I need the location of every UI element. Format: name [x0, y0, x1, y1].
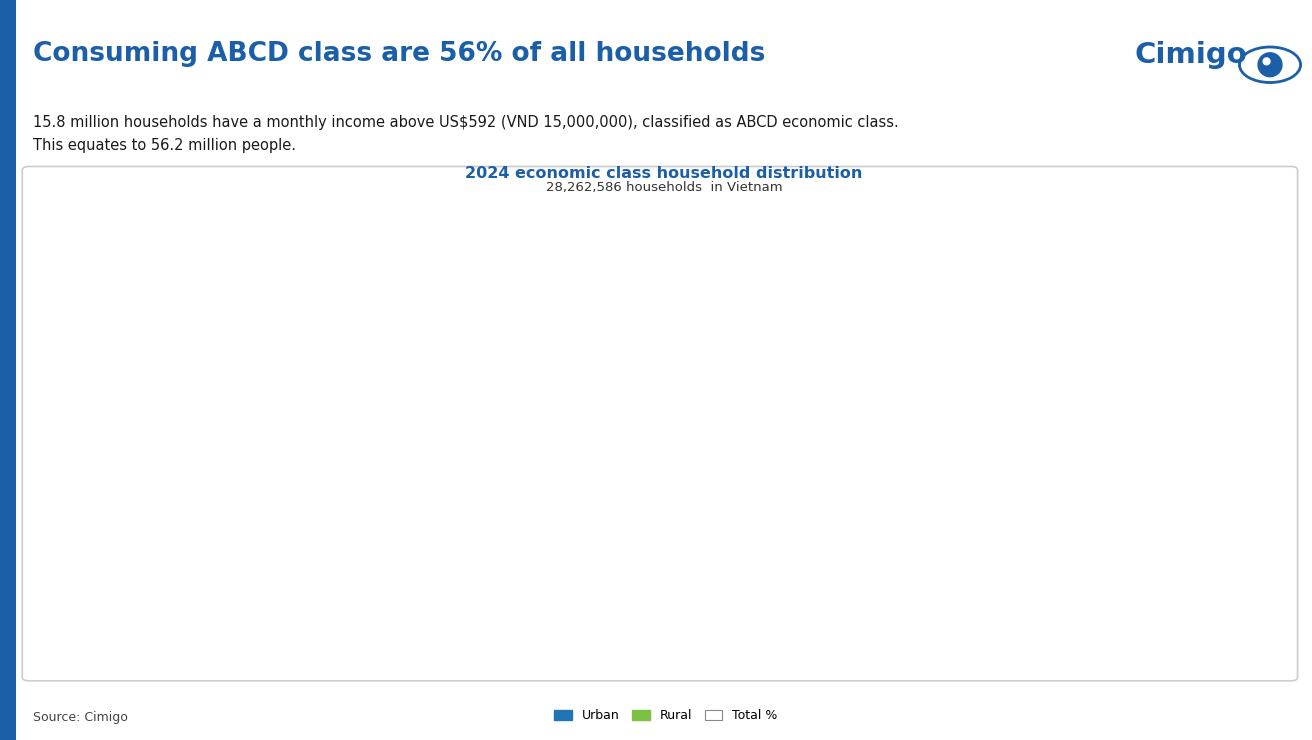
Text: 4%: 4% — [378, 532, 405, 548]
Text: 577,615: 577,615 — [369, 591, 416, 602]
Bar — [161, 576, 257, 582]
Bar — [345, 552, 440, 582]
Ellipse shape — [1241, 49, 1299, 81]
Text: 28,262,586 households  in Vietnam: 28,262,586 households in Vietnam — [546, 181, 782, 194]
Bar — [345, 582, 440, 610]
Circle shape — [1263, 58, 1270, 64]
Bar — [710, 491, 804, 610]
Bar — [710, 243, 804, 491]
Text: 2024 economic class household distribution: 2024 economic class household distributi… — [466, 166, 862, 181]
Text: Cimigo: Cimigo — [1135, 41, 1248, 69]
Text: 3,868,709: 3,868,709 — [911, 422, 970, 432]
Text: 27%: 27% — [739, 223, 777, 238]
Text: 3%: 3% — [195, 556, 223, 571]
Text: 627,859: 627,859 — [369, 562, 416, 573]
Text: 22%: 22% — [555, 287, 593, 303]
Text: 586,501: 586,501 — [185, 591, 234, 602]
Bar — [1075, 481, 1170, 610]
Bar — [527, 468, 622, 610]
Bar — [892, 520, 987, 610]
Text: 1,861,696: 1,861,696 — [911, 560, 970, 571]
Text: 20%: 20% — [921, 314, 959, 329]
Text: 2,936,948: 2,936,948 — [546, 534, 604, 545]
Text: 2,463,748: 2,463,748 — [728, 546, 787, 556]
Text: 3,341,719: 3,341,719 — [544, 383, 604, 393]
Text: 5,142,953: 5,142,953 — [728, 362, 786, 372]
Bar — [892, 334, 987, 520]
Text: Consuming ABCD class are 56% of all households: Consuming ABCD class are 56% of all hous… — [33, 41, 765, 67]
Bar — [1075, 286, 1170, 481]
Text: 15.8 million households have a monthly income above US$592 (VND 15,000,000), cla: 15.8 million households have a monthly i… — [33, 115, 899, 153]
Text: 4,044,715: 4,044,715 — [1093, 378, 1152, 388]
Circle shape — [1258, 53, 1282, 77]
Text: 128,660: 128,660 — [185, 574, 234, 584]
Bar — [161, 582, 257, 610]
Text: 2,681,464: 2,681,464 — [1093, 541, 1152, 551]
Text: Source: Cimigo: Source: Cimigo — [33, 710, 127, 724]
Legend: Urban, Rural, Total %: Urban, Rural, Total % — [550, 704, 782, 727]
Text: 24%: 24% — [1103, 266, 1141, 280]
Ellipse shape — [1239, 47, 1302, 83]
Bar — [527, 307, 622, 468]
